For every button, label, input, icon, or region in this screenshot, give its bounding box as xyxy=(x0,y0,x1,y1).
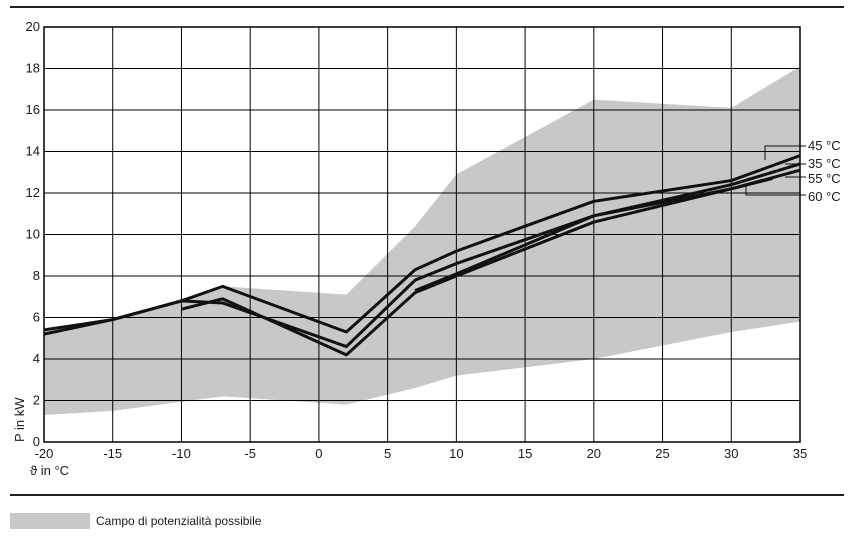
x-tick-label: -5 xyxy=(244,446,256,461)
series-label: 60 °C xyxy=(808,189,841,204)
grid xyxy=(43,26,801,443)
x-tick-label: -20 xyxy=(35,446,54,461)
plot-frame xyxy=(43,26,801,443)
x-tick-label: -15 xyxy=(103,446,122,461)
series-label: 45 °C xyxy=(808,138,841,153)
x-tick-label: 25 xyxy=(655,446,669,461)
y-tick-label: 2 xyxy=(33,393,40,408)
leader-line xyxy=(764,145,806,160)
y-tick-label: 18 xyxy=(26,61,40,76)
series-line-35c xyxy=(43,162,801,349)
x-tick-label: 10 xyxy=(449,446,463,461)
y-tick-label: 14 xyxy=(26,144,40,159)
y-tick-label: 12 xyxy=(26,185,40,200)
y-tick-label: 8 xyxy=(33,268,40,283)
series-labels: 45 °C 35 °C55 °C 60 °C xyxy=(745,138,841,204)
top-rule xyxy=(10,6,844,8)
x-tick-label: 0 xyxy=(315,446,322,461)
x-tick-label: 5 xyxy=(384,446,391,461)
series-line-60c xyxy=(414,177,773,292)
series-label: 35 °C xyxy=(808,156,841,171)
x-tick-label: 15 xyxy=(518,446,532,461)
y-tick-label: 6 xyxy=(33,310,40,325)
series-lines xyxy=(43,154,801,357)
y-tick-label: 20 xyxy=(26,19,40,34)
x-tick-label: 35 xyxy=(793,446,807,461)
x-axis-label: ϑ in °C xyxy=(30,463,69,478)
y-tick-labels: 0 2 4 6 8 10 12 14 16 18 20 xyxy=(26,19,40,449)
y-tick-label: 10 xyxy=(26,227,40,242)
y-tick-label: 0 xyxy=(33,434,40,449)
x-tick-labels: -20 -15 -10 -5 0 5 10 15 20 25 30 35 xyxy=(35,446,808,461)
x-tick-label: 30 xyxy=(724,446,738,461)
y-axis-label: P in kW xyxy=(12,397,27,442)
leader-line xyxy=(745,186,806,196)
bottom-rule xyxy=(10,494,844,496)
y-tick-label: 16 xyxy=(26,102,40,117)
x-tick-label: 20 xyxy=(587,446,601,461)
y-tick-label: 4 xyxy=(33,351,40,366)
possible-capacity-area xyxy=(44,66,800,416)
series-label: 55 °C xyxy=(808,171,841,186)
x-tick-label: -10 xyxy=(172,446,191,461)
legend-swatch xyxy=(10,513,90,529)
chart: -20 -15 -10 -5 0 5 10 15 20 25 30 35 0 2 4 6 8 10 12 14 16 1… xyxy=(12,19,841,478)
legend: Campo di potenzialità possibile xyxy=(10,513,261,529)
possible-capacity-band xyxy=(44,66,800,416)
legend-label: Campo di potenzialità possibile xyxy=(96,514,262,528)
